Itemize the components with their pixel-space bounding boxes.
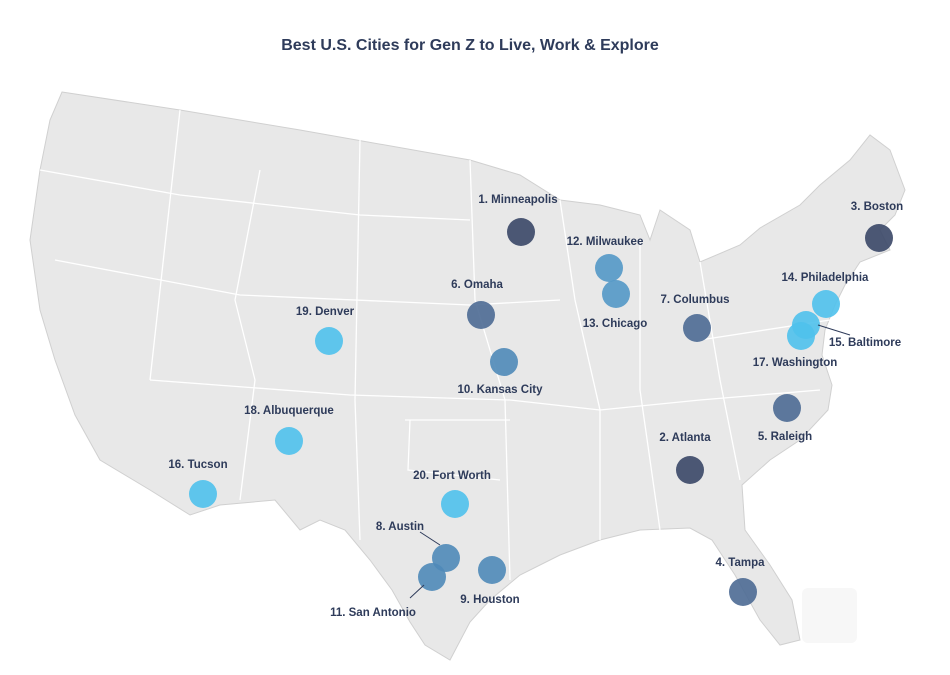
city-label: 2. Atlanta (659, 432, 711, 444)
us-outline (29, 91, 906, 661)
city-label: 19. Denver (296, 306, 355, 318)
city-bubble (418, 563, 446, 591)
city-label: 14. Philadelphia (782, 272, 870, 284)
city-bubble (683, 314, 711, 342)
city-label: 7. Columbus (660, 294, 729, 306)
badge (802, 588, 857, 643)
pointer-arrow (409, 584, 425, 599)
city-label: 6. Omaha (451, 279, 503, 291)
city-bubble (676, 456, 704, 484)
city-label: 20. Fort Worth (413, 470, 491, 482)
city-label: 8. Austin (376, 521, 424, 533)
city-label: 17. Washington (753, 357, 838, 369)
city-bubble (441, 490, 469, 518)
pointer-arrow (419, 531, 441, 546)
city-bubble (315, 327, 343, 355)
state-borders (39, 109, 831, 581)
city-label: 18. Albuquerque (244, 405, 334, 417)
city-bubble (595, 254, 623, 282)
city-bubble (478, 556, 506, 584)
city-bubble (602, 280, 630, 308)
city-bubble (490, 348, 518, 376)
city-bubble (787, 322, 815, 350)
city-label: 12. Milwaukee (567, 236, 644, 248)
city-bubble (729, 578, 757, 606)
city-label: 11. San Antonio (330, 607, 416, 619)
city-label: 10. Kansas City (457, 384, 543, 396)
city-bubble (507, 218, 535, 246)
city-label: 4. Tampa (716, 557, 766, 569)
pointer-arrow (817, 324, 851, 336)
city-bubble (773, 394, 801, 422)
city-label: 13. Chicago (583, 318, 648, 330)
city-bubble (275, 427, 303, 455)
city-bubble (189, 480, 217, 508)
city-bubble (865, 224, 893, 252)
city-bubble (812, 290, 840, 318)
city-label: 1. Minneapolis (478, 194, 557, 206)
city-label: 9. Houston (460, 594, 519, 606)
city-label: 5. Raleigh (758, 431, 812, 443)
city-bubble (467, 301, 495, 329)
city-label: 16. Tucson (168, 459, 227, 471)
city-label: 15. Baltimore (829, 337, 901, 349)
city-label: 3. Boston (851, 201, 903, 213)
map-title: Best U.S. Cities for Gen Z to Live, Work… (281, 37, 659, 54)
